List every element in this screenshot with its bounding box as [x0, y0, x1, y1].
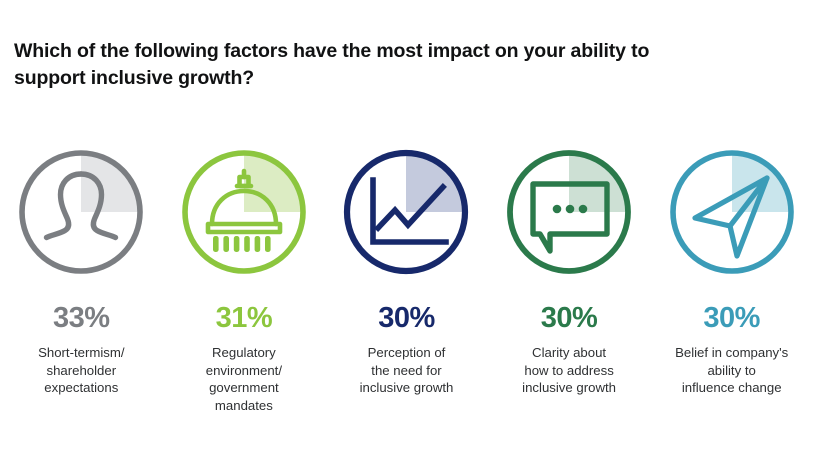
wedge-shape [243, 155, 301, 212]
factor-caption: Clarity about how to address inclusive g… [522, 345, 616, 396]
ring-shape [19, 150, 144, 274]
percent-value: 30% [540, 302, 598, 334]
factor-card-perception-of-need: 30% Perception of the need for inclusive… [325, 146, 488, 397]
wedge-shape [81, 155, 139, 212]
factor-card-short-termism: 33% Short-termism/ shareholder expectati… [0, 146, 163, 397]
paper-plane-icon [666, 146, 798, 278]
factor-caption: Perception of the need for inclusive gro… [359, 345, 454, 396]
capitol-building-icon [178, 146, 310, 278]
ellipsis-dots [552, 204, 588, 214]
page-title: Which of the following factors have the … [14, 40, 650, 89]
ring-shape [344, 149, 469, 275]
wedge-shape [406, 155, 464, 212]
chat-bubble-icon [503, 146, 635, 278]
ring-shape [507, 150, 631, 274]
person-icon [15, 146, 147, 278]
bubble-shape [530, 181, 610, 254]
percent-value: 30% [703, 302, 760, 334]
factor-card-regulatory-environment: 31% Regulatory environment/ government m… [163, 146, 326, 415]
ring-shape [669, 150, 794, 274]
ring-shape [182, 150, 306, 274]
percent-value: 30% [378, 302, 435, 334]
factor-card-belief-in-ability: 30% Belief in company's ability to influ… [650, 146, 813, 397]
factor-caption: Short-termism/ shareholder expectations [38, 345, 125, 396]
percent-value: 31% [215, 302, 273, 334]
line-chart-icon [340, 146, 472, 278]
factor-caption: Regulatory environment/ government manda… [205, 345, 282, 414]
percent-value: 33% [53, 302, 110, 334]
factor-card-clarity-how-to-address: 30% Clarity about how to address inclusi… [488, 146, 651, 397]
factor-caption: Belief in company's ability to influence… [675, 345, 789, 396]
factor-card-list: 33% Short-termism/ shareholder expectati… [0, 146, 813, 415]
